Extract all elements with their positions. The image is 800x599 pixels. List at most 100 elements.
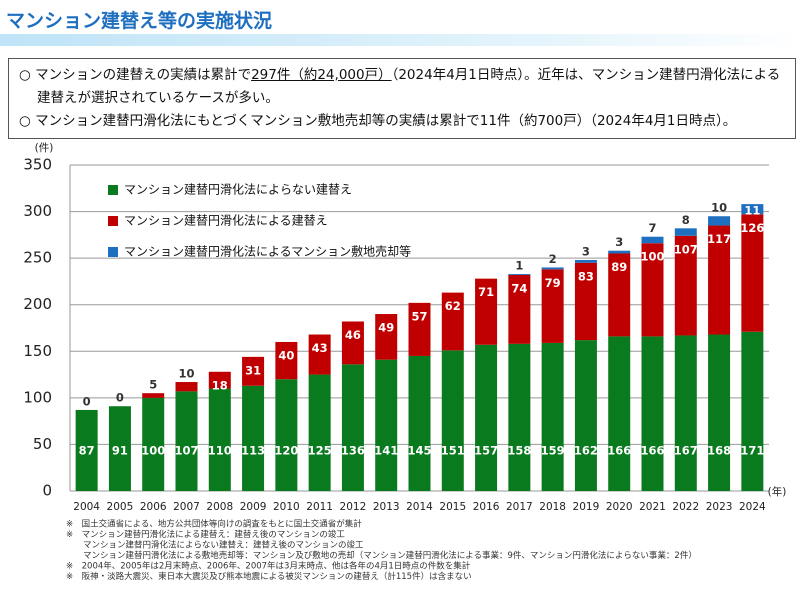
data-label: 100	[640, 250, 664, 264]
x-tick-label: 2020	[606, 501, 633, 513]
y-tick-label: 100	[23, 388, 52, 406]
bar-segment	[608, 253, 631, 337]
data-label: 166	[640, 444, 664, 458]
summary-line: ○ マンションの建替えの実績は累計で297件（約24,000戸）（2024年4月…	[19, 64, 789, 110]
bar-segment	[208, 388, 231, 491]
legend-swatch	[108, 216, 118, 226]
bar-segment	[408, 302, 431, 356]
data-label: 107	[174, 444, 198, 458]
text: （2024年4月1日時点）。近年は、マンション建替円滑化法による建替えが選択され…	[37, 67, 781, 106]
text: マンションの建替えの実績は累計で	[35, 67, 252, 83]
bar-segment	[175, 382, 198, 392]
x-tick-label: 2015	[439, 501, 466, 513]
x-tick-label: 2014	[406, 501, 433, 513]
data-label: 158	[507, 444, 531, 458]
bar-segment	[408, 355, 431, 491]
bar-segment	[708, 225, 731, 335]
x-tick-label: 2005	[107, 501, 134, 513]
x-tick-label: 2022	[672, 501, 699, 513]
data-label: 126	[740, 221, 764, 235]
x-tick-label: 2012	[340, 501, 367, 513]
bar-segment	[741, 214, 764, 332]
bar-segment	[608, 250, 631, 254]
bar-segment	[708, 334, 731, 491]
data-label: 141	[374, 444, 398, 458]
data-label: 18	[212, 378, 228, 392]
data-label: 110	[208, 444, 232, 458]
data-label: 151	[441, 444, 465, 458]
legend-label: マンション建替円滑化法によるマンション敷地売却等	[124, 244, 411, 259]
x-tick-label: 2007	[173, 501, 200, 513]
bar-segment	[341, 321, 364, 365]
bar-segment	[508, 274, 531, 344]
data-label: 1	[515, 258, 523, 272]
x-tick-label: 2010	[273, 501, 300, 513]
legend-swatch	[108, 185, 118, 195]
bar-segment	[375, 314, 398, 360]
data-label: 43	[312, 341, 328, 355]
data-label: 74	[511, 281, 527, 295]
data-label: 8	[682, 213, 690, 227]
data-label: 3	[615, 235, 623, 249]
summary-line: ○ マンション建替円滑化法にもとづくマンション敷地売却等の実績は累計で11件（約…	[19, 110, 789, 133]
bar-segment	[674, 228, 697, 236]
data-label: 57	[411, 309, 427, 323]
data-label: 125	[308, 444, 332, 458]
data-label: 0	[116, 391, 124, 405]
data-label: 145	[407, 444, 431, 458]
legend-label: マンション建替円滑化法によらない建替え	[124, 183, 352, 197]
highlight: 297件（約24,000戸）	[251, 67, 392, 83]
y-tick-label: 300	[23, 202, 52, 220]
bar-segment	[574, 340, 597, 491]
x-tick-label: 2024	[739, 501, 766, 513]
bar-segment	[574, 262, 597, 341]
data-label: 62	[445, 299, 461, 313]
data-label: 2	[549, 252, 557, 266]
x-tick-label: 2009	[240, 501, 267, 513]
bar-segment	[641, 243, 664, 337]
data-label: 40	[278, 348, 294, 362]
bar-segment	[708, 216, 731, 226]
data-label: 49	[378, 321, 394, 335]
summary-box: ○ マンションの建替えの実績は累計で297件（約24,000戸）（2024年4月…	[8, 58, 796, 139]
x-tick-label: 2011	[306, 501, 333, 513]
data-label: 7	[648, 221, 656, 235]
bar-segment	[674, 335, 697, 491]
bar-segment	[508, 273, 531, 275]
data-label: 0	[83, 394, 91, 408]
x-tick-label: 2021	[639, 501, 666, 513]
bar-segment	[674, 235, 697, 336]
data-label: 162	[574, 444, 598, 458]
data-label: 100	[141, 444, 165, 458]
data-label: 83	[578, 269, 594, 283]
legend-label: マンション建替円滑化法による建替え	[124, 214, 328, 228]
data-label: 166	[607, 444, 631, 458]
bar-segment	[741, 204, 764, 215]
bar-segment	[441, 350, 464, 491]
footnote: マンション建替円滑化法によらない建替え：建替え後のマンションの竣工	[83, 540, 364, 551]
footnote: ※ 阪神・淡路大震災、東日本大震災及び熊本地震による被災マンションの建替え（計1…	[66, 571, 472, 582]
bar-segment	[175, 391, 198, 491]
data-label: 159	[541, 444, 565, 458]
y-tick-label: 250	[23, 249, 52, 267]
x-tick-label: 2004	[73, 501, 100, 513]
bullet: ○	[19, 67, 31, 83]
y-tick-label: 0	[42, 482, 52, 500]
bar-segment	[641, 236, 664, 244]
legend-swatch	[108, 247, 118, 257]
data-label: 171	[740, 444, 764, 458]
footnote: マンション建替円滑化法による敷地売却等：マンション及び敷地の売却（マンション建替…	[83, 550, 697, 561]
bar-segment	[242, 356, 265, 386]
data-label: 46	[345, 328, 361, 342]
data-label: 11	[744, 204, 760, 218]
bar-segment	[75, 409, 98, 491]
data-label: 91	[112, 444, 128, 458]
data-label: 89	[611, 260, 627, 274]
page-title: マンション建替え等の実施状況	[6, 10, 273, 32]
data-label: 31	[245, 363, 261, 377]
data-label: 120	[274, 444, 298, 458]
bar-segment	[541, 267, 564, 270]
data-label: 107	[674, 242, 698, 256]
data-label: 113	[241, 444, 265, 458]
